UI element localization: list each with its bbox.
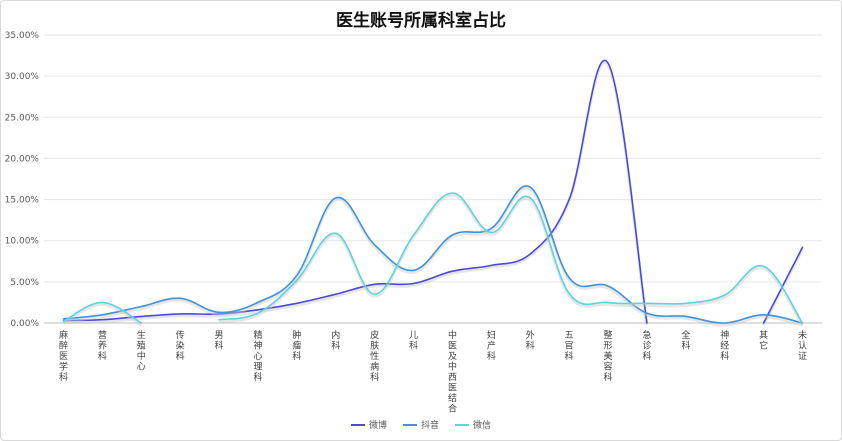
series-shadow bbox=[62, 302, 143, 327]
y-tick-label: 15.00% bbox=[5, 196, 40, 206]
x-category-label: 整形美容科 bbox=[604, 329, 613, 383]
y-tick-label: 30.00% bbox=[5, 72, 40, 82]
legend-label: 抖音 bbox=[421, 419, 439, 431]
y-tick-label: 35.00% bbox=[5, 31, 40, 41]
series-shadow bbox=[63, 186, 803, 327]
x-category-label: 营养科 bbox=[98, 329, 107, 362]
x-category-label: 儿科 bbox=[409, 330, 418, 352]
x-category-label: 传染科 bbox=[176, 329, 185, 362]
legend-label: 微信 bbox=[473, 419, 491, 431]
x-category-label: 急诊科 bbox=[642, 329, 651, 362]
x-category-label: 五官科 bbox=[565, 331, 574, 362]
x-category-label: 未认证 bbox=[798, 329, 807, 362]
x-axis-category-labels: 麻醉医学科 营养科 生殖中心 传染科 男科 精神心理科 肿瘤科 内科 皮肤性病科 儿科 中医及中西医… bbox=[59, 329, 807, 415]
series-shadow bbox=[218, 193, 804, 326]
x-category-label: 神经科 bbox=[720, 329, 729, 362]
series-lines bbox=[62, 59, 804, 327]
x-category-label: 皮肤性病科 bbox=[370, 329, 379, 383]
y-tick-label: 5.00% bbox=[10, 278, 39, 288]
y-tick-label: 0.00% bbox=[10, 319, 39, 329]
x-category-label: 男科 bbox=[215, 330, 224, 352]
legend-label: 微博 bbox=[369, 419, 387, 431]
x-category-label: 生殖中心 bbox=[137, 329, 146, 373]
x-category-label: 其它 bbox=[759, 330, 768, 352]
series-line-1 bbox=[762, 246, 804, 324]
y-tick-label: 10.00% bbox=[5, 237, 40, 247]
y-tick-label: 20.00% bbox=[5, 154, 40, 164]
series-shadow bbox=[63, 60, 649, 326]
series-line-1 bbox=[62, 59, 648, 324]
gridlines bbox=[44, 34, 822, 324]
x-category-label: 妇产科 bbox=[487, 329, 496, 362]
series-line-3 bbox=[218, 192, 804, 324]
x-category-label: 外科 bbox=[526, 329, 535, 352]
x-category-label: 麻醉医学科 bbox=[59, 329, 68, 383]
chart-title: 医生账号所属科室占比 bbox=[336, 11, 506, 31]
x-category-label: 中医及中西医结合 bbox=[448, 329, 457, 415]
series-line-3 bbox=[62, 301, 143, 324]
x-category-label: 精神心理科 bbox=[253, 329, 262, 383]
y-tick-label: 25.00% bbox=[5, 113, 40, 123]
series-line-2 bbox=[62, 185, 804, 324]
legend: 微博 抖音 微信 bbox=[351, 419, 491, 431]
x-category-label: 全科 bbox=[681, 329, 690, 352]
y-axis-tick-labels: 0.00% 5.00% 10.00% 15.00% 20.00% 25.00% 30.00%… bbox=[5, 31, 40, 329]
x-category-label: 肿瘤科 bbox=[292, 329, 301, 362]
x-category-label: 内科 bbox=[331, 329, 340, 352]
